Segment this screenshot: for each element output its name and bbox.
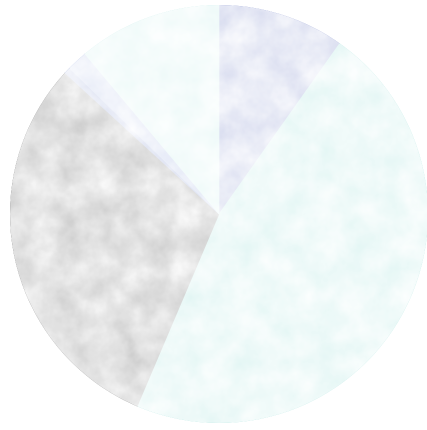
pie-slices (10, 5, 427, 423)
